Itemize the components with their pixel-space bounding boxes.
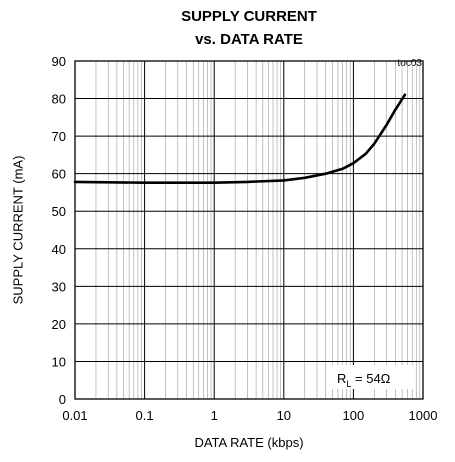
legend-label-main: R: [337, 371, 346, 386]
x-tick-label: 1: [211, 408, 218, 423]
y-tick-label: 70: [52, 129, 66, 144]
grid: [74, 60, 424, 400]
legend-label: RL = 54Ω: [337, 371, 391, 389]
y-tick-label: 0: [59, 392, 66, 407]
chart-note: toc03: [398, 58, 423, 69]
y-tick-label: 20: [52, 317, 66, 332]
chart-title-line-2: vs. DATA RATE: [195, 31, 303, 48]
y-tick-label: 50: [52, 204, 66, 219]
x-tick-label: 100: [343, 408, 365, 423]
y-tick-label: 90: [52, 54, 66, 69]
x-tick-label: 0.1: [136, 408, 154, 423]
y-tick-label: 60: [52, 167, 66, 182]
series-line: [73, 93, 407, 184]
y-tick-label: 10: [52, 354, 66, 369]
x-tick-label: 0.01: [62, 408, 87, 423]
legend: RL = 54Ω: [331, 365, 413, 389]
legend-label-subscript: L: [346, 379, 351, 389]
plot-frame: [74, 60, 424, 400]
x-tick-label: 1000: [409, 408, 438, 423]
legend-label-rest: = 54Ω: [351, 371, 390, 386]
series-layer: [73, 93, 407, 184]
y-tick-label: 80: [52, 92, 66, 107]
axis-ticks: 0.01 0.1 1 10 100 1000 0 10 20 30 40 50 60 70 80 90: [52, 54, 438, 423]
y-axis-label: SUPPLY CURRENT (mA): [11, 156, 26, 305]
legend-box: [331, 365, 413, 389]
x-tick-label: 10: [277, 408, 291, 423]
x-axis-label: DATA RATE (kbps): [194, 435, 303, 450]
chart-title-line-1: SUPPLY CURRENT: [181, 8, 317, 25]
y-tick-label: 40: [52, 242, 66, 257]
y-tick-label: 30: [52, 279, 66, 294]
